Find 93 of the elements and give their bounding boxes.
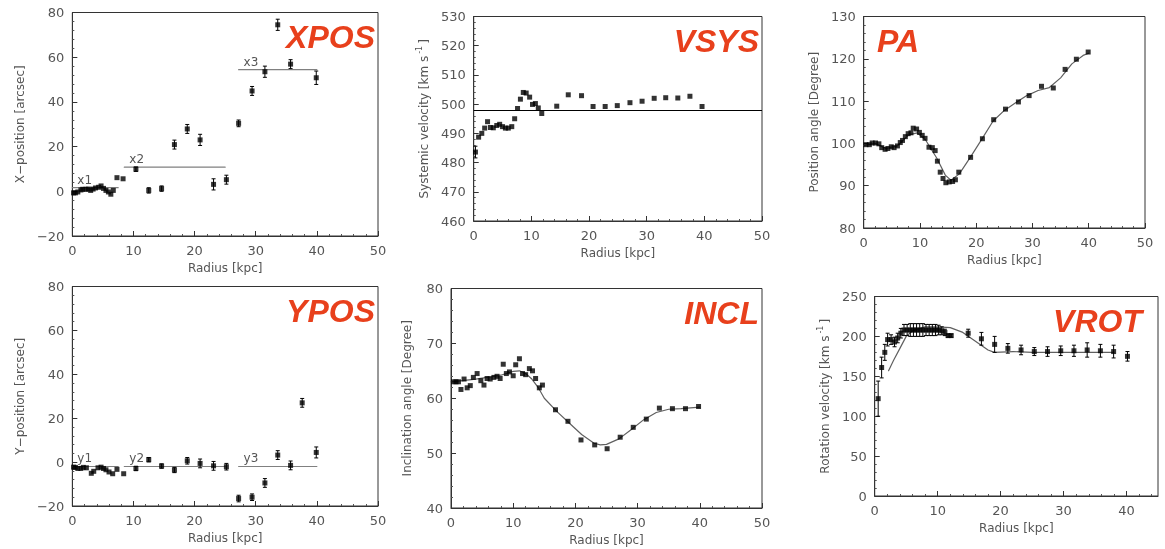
series-label: y2	[129, 451, 145, 466]
y-tick-label: 50	[426, 445, 443, 461]
y-tick-label: 250	[841, 289, 867, 304]
x-axis-title: Radius [kpc]	[967, 252, 1042, 267]
x-tick-label: 20	[567, 515, 584, 530]
chart-title: INCL	[684, 295, 759, 331]
y-axis-title: Position angle [Degree]	[807, 51, 821, 193]
x-tick-label: 20	[186, 243, 203, 258]
x-tick-label: 10	[125, 243, 142, 258]
x-tick-label: 0	[68, 513, 77, 528]
x-tick-label: 40	[1080, 235, 1098, 250]
x-tick-label: 20	[992, 503, 1009, 518]
x-tick-label: 40	[308, 513, 326, 528]
y-tick-label: 20	[47, 410, 65, 426]
y-tick-label: 50	[850, 448, 867, 464]
y-tick-label: 60	[426, 390, 443, 406]
x-tick-label: 30	[247, 243, 265, 258]
x-tick-label: 10	[523, 228, 540, 243]
y-tick-label: 130	[830, 9, 856, 24]
y-axis-title: Systemic velocity [km s-1]	[414, 39, 431, 199]
y-tick-label: 0	[56, 454, 65, 470]
y-tick-label: 100	[841, 408, 867, 424]
x-tick-label: 30	[1055, 503, 1072, 518]
chart-title: XPOS	[284, 19, 376, 55]
x-tick-label: 10	[929, 503, 946, 518]
x-tick-label: 10	[911, 235, 929, 250]
y-tick-label: 480	[440, 155, 466, 171]
x-tick-label: 20	[967, 235, 985, 250]
x-tick-label: 0	[469, 228, 478, 243]
y-tick-label: 470	[440, 184, 466, 200]
x-tick-label: 30	[629, 515, 646, 530]
y-tick-label: 90	[839, 178, 856, 194]
y-tick-label: 20	[47, 139, 65, 155]
y-axis-title: Y−position [arcsec]	[13, 337, 27, 456]
chart-title: PA	[877, 23, 920, 59]
y-axis-title: Inclination angle [Degree]	[400, 320, 414, 477]
series-label: x3	[243, 54, 259, 69]
y-tick-label: 460	[440, 213, 466, 229]
x-tick-label: 50	[1136, 235, 1154, 250]
x-axis-title: Radius [kpc]	[580, 245, 656, 260]
y-tick-label: 40	[47, 94, 65, 110]
x-axis-title: Radius [kpc]	[979, 520, 1054, 535]
y-tick-label: 500	[440, 96, 466, 112]
series-label: y1	[77, 451, 93, 466]
y-tick-label: 60	[47, 49, 65, 65]
chart-title: VROT	[1053, 303, 1145, 339]
x-tick-label: 0	[870, 503, 879, 518]
y-tick-label: 100	[830, 135, 856, 151]
y-tick-label: 40	[47, 366, 65, 382]
y-tick-label: 200	[841, 328, 867, 344]
x-tick-label: 10	[504, 515, 522, 530]
y-tick-label: 120	[830, 51, 856, 67]
y-tick-label: −20	[36, 498, 65, 514]
y-tick-label: 80	[839, 220, 856, 236]
x-tick-label: 10	[125, 513, 142, 528]
x-axis-title: Radius [kpc]	[187, 530, 263, 545]
y-tick-label: 80	[47, 5, 65, 20]
x-tick-label: 50	[369, 513, 387, 528]
chart-title: VSYS	[673, 23, 760, 59]
x-tick-label: 40	[691, 515, 709, 530]
x-tick-label: 30	[247, 513, 265, 528]
y-axis-title: Rotation velocity [km s-1]	[815, 318, 832, 474]
series-label: y3	[243, 451, 259, 466]
x-tick-label: 0	[68, 243, 77, 258]
series-label: x2	[129, 152, 145, 167]
y-tick-label: 490	[440, 125, 466, 141]
y-tick-label: 510	[440, 67, 466, 83]
y-tick-label: 60	[47, 322, 65, 338]
x-tick-label: 30	[1024, 235, 1041, 250]
y-tick-label: 0	[858, 488, 867, 504]
x-tick-label: 40	[308, 243, 326, 258]
y-axis-title: X−position [arcsec]	[13, 65, 27, 184]
y-tick-label: 520	[440, 38, 466, 54]
y-tick-label: 80	[47, 279, 65, 294]
x-tick-label: 40	[696, 228, 713, 243]
y-tick-label: 530	[440, 9, 466, 24]
series-label: x1	[77, 172, 93, 187]
y-tick-label: −20	[36, 228, 65, 244]
x-tick-label: 30	[638, 228, 655, 243]
x-tick-label: 20	[580, 228, 598, 243]
y-tick-label: 110	[830, 93, 856, 109]
x-tick-label: 40	[1118, 503, 1135, 518]
y-tick-label: 70	[426, 335, 443, 351]
x-tick-label: 50	[753, 515, 771, 530]
y-tick-label: 0	[56, 183, 65, 199]
x-tick-label: 50	[753, 228, 771, 243]
chart-title: YPOS	[286, 293, 376, 329]
y-tick-label: 80	[426, 281, 443, 296]
y-tick-label: 150	[841, 368, 867, 384]
x-tick-label: 50	[369, 243, 387, 258]
x-tick-label: 20	[186, 513, 203, 528]
x-axis-title: Radius [kpc]	[187, 260, 263, 275]
x-axis-title: Radius [kpc]	[569, 532, 644, 547]
